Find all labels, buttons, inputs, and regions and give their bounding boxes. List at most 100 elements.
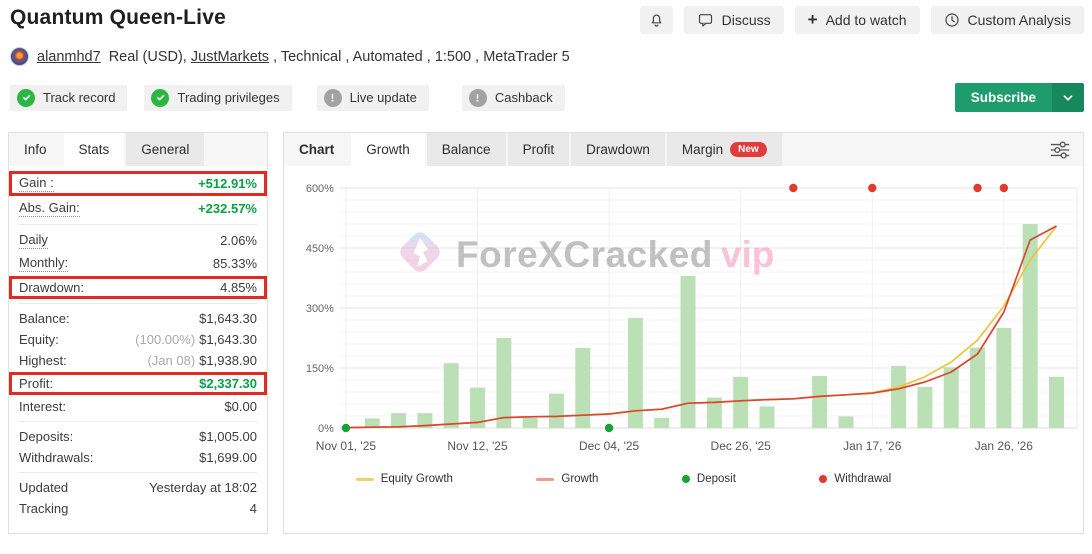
stat-row-balance: Balance: $1,643.30	[9, 308, 267, 329]
stat-label: Interest:	[19, 399, 66, 414]
stat-row-tracking: Tracking 4	[9, 498, 267, 519]
stat-label: Tracking	[19, 501, 69, 516]
stat-value: 4	[249, 501, 257, 516]
stat-value: 2.06%	[220, 233, 257, 248]
stat-row-updated: Updated Yesterday at 18:02	[9, 477, 267, 498]
stat-label: Withdrawals:	[19, 450, 94, 465]
growth-chart-area: 0% 150% 300% 450% 600% Nov 01, '25 Nov 12, '25…	[284, 166, 1083, 533]
legend-label: Growth	[561, 473, 599, 485]
x-axis-tick: Jan 17, '26	[843, 439, 902, 453]
legend-item-deposit[interactable]: Deposit	[681, 473, 736, 485]
chart-settings-icon[interactable]	[1049, 140, 1071, 160]
stat-value: $0.00	[224, 399, 257, 414]
custom-analysis-button[interactable]: Custom Analysis	[930, 6, 1084, 34]
tab-stats[interactable]: Stats	[63, 133, 125, 166]
badge-live-update: Live update	[316, 84, 429, 111]
growth-bar	[733, 376, 749, 428]
stat-value: $1,699.00	[199, 450, 257, 465]
badge-track-record: Track record	[10, 84, 128, 111]
legend-swatch	[355, 477, 374, 481]
new-badge: New	[730, 142, 767, 157]
growth-chart: 0% 150% 300% 450% 600% Nov 01, '25 Nov 12, '25…	[306, 183, 1078, 453]
tab-label: Profit	[522, 142, 555, 157]
tab-label: Balance	[441, 142, 491, 157]
stats-panel: Info Stats General Gain : +512.91% Abs. Gain…	[8, 132, 268, 534]
withdrawal-marker	[868, 183, 877, 193]
growth-bar	[496, 338, 512, 428]
tab-label: Chart	[299, 142, 335, 157]
tab-label: Stats	[78, 142, 110, 157]
growth-bar	[1022, 224, 1038, 428]
withdrawal-marker	[789, 183, 798, 193]
chart-tab-profit[interactable]: Profit	[507, 133, 570, 166]
growth-bar	[891, 366, 907, 428]
legend-label: Deposit	[696, 473, 736, 485]
divider	[19, 421, 257, 422]
tab-general[interactable]: General	[126, 133, 205, 166]
deposit-marker	[341, 423, 351, 433]
x-axis-tick: Dec 26, '25	[711, 439, 772, 453]
chart-tab-margin[interactable]: Margin New	[666, 133, 782, 166]
stats-list: Gain : +512.91% Abs. Gain: +232.57% Daily 2.0…	[9, 166, 267, 519]
x-axis-tick: Nov 01, '25	[316, 439, 377, 453]
account-type-text: Real (USD),	[108, 48, 191, 65]
chart-tab-chart[interactable]: Chart	[284, 133, 349, 166]
stat-label: Profit:	[19, 376, 53, 391]
stat-value: (100.00%) $1,643.30	[135, 332, 257, 347]
header: Quantum Queen-Live Discuss + Add to watch C…	[0, 0, 1092, 112]
stat-label: Highest:	[19, 353, 67, 368]
button-label: Add to watch	[825, 12, 907, 28]
tab-label: Margin	[681, 142, 724, 157]
account-meta-text: , Technical , Automated , 1:500 , MetaTr…	[269, 48, 570, 65]
stat-row-daily: Daily 2.06%	[9, 229, 267, 252]
button-label: Custom Analysis	[967, 12, 1071, 28]
tab-label: Drawdown	[586, 142, 650, 157]
stat-value: +512.91%	[198, 176, 257, 191]
stat-label: Balance:	[19, 311, 70, 326]
withdrawal-marker	[973, 183, 982, 193]
notifications-button[interactable]	[639, 6, 673, 34]
stat-label: Deposits:	[19, 429, 74, 444]
chart-tab-drawdown[interactable]: Drawdown	[571, 133, 665, 166]
add-to-watch-button[interactable]: + Add to watch	[794, 6, 920, 34]
stat-label: Gain :	[19, 175, 54, 192]
chart-tab-growth[interactable]: Growth	[351, 133, 425, 166]
divider	[19, 303, 257, 304]
broker-link[interactable]: JustMarkets	[190, 48, 270, 65]
tab-info[interactable]: Info	[9, 133, 62, 166]
chart-tab-balance[interactable]: Balance	[426, 133, 506, 166]
stat-label: Equity:	[19, 332, 59, 347]
y-axis-tick: 0%	[318, 423, 334, 435]
stat-row-withdrawals: Withdrawals: $1,699.00	[9, 447, 267, 468]
subscribe-label[interactable]: Subscribe	[954, 83, 1052, 112]
stat-value-prefix: (100.00%)	[135, 332, 196, 347]
stat-label: Abs. Gain:	[19, 200, 80, 217]
tab-label: General	[141, 142, 190, 157]
growth-bar	[812, 376, 828, 428]
stat-row-monthly: Monthly: 85.33%	[9, 252, 267, 275]
stat-label: Updated	[19, 480, 69, 495]
info-circle-icon	[468, 88, 487, 107]
stat-value: Yesterday at 18:02	[149, 480, 257, 495]
username-link[interactable]: alanmhd7	[37, 48, 101, 65]
growth-bar	[391, 413, 407, 428]
stat-label: Monthly:	[19, 255, 69, 272]
tab-label: Growth	[366, 142, 410, 157]
discuss-button[interactable]: Discuss	[683, 6, 784, 34]
chevron-down-icon[interactable]	[1052, 83, 1084, 112]
stat-row-interest: Interest: $0.00	[9, 396, 267, 417]
growth-bar	[759, 406, 775, 428]
legend-item-withdrawal[interactable]: Withdrawal	[819, 473, 891, 485]
plus-icon: +	[807, 9, 818, 29]
tab-label: Info	[24, 142, 47, 157]
stat-value: 4.85%	[220, 280, 257, 295]
divider	[19, 224, 257, 225]
legend-item-equity-growth[interactable]: Equity Growth	[355, 473, 453, 485]
x-axis-tick: Jan 26, '26	[975, 439, 1034, 453]
growth-bar	[364, 418, 380, 428]
legend-item-growth[interactable]: Growth	[536, 473, 598, 485]
growth-bar	[575, 348, 591, 428]
stat-label: Daily	[19, 232, 48, 249]
growth-bar	[417, 413, 433, 428]
subscribe-button[interactable]: Subscribe	[954, 83, 1084, 112]
